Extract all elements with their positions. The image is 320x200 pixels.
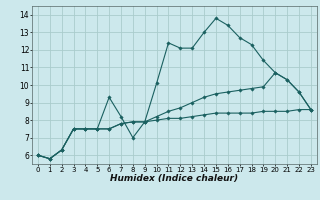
X-axis label: Humidex (Indice chaleur): Humidex (Indice chaleur)	[110, 174, 238, 183]
